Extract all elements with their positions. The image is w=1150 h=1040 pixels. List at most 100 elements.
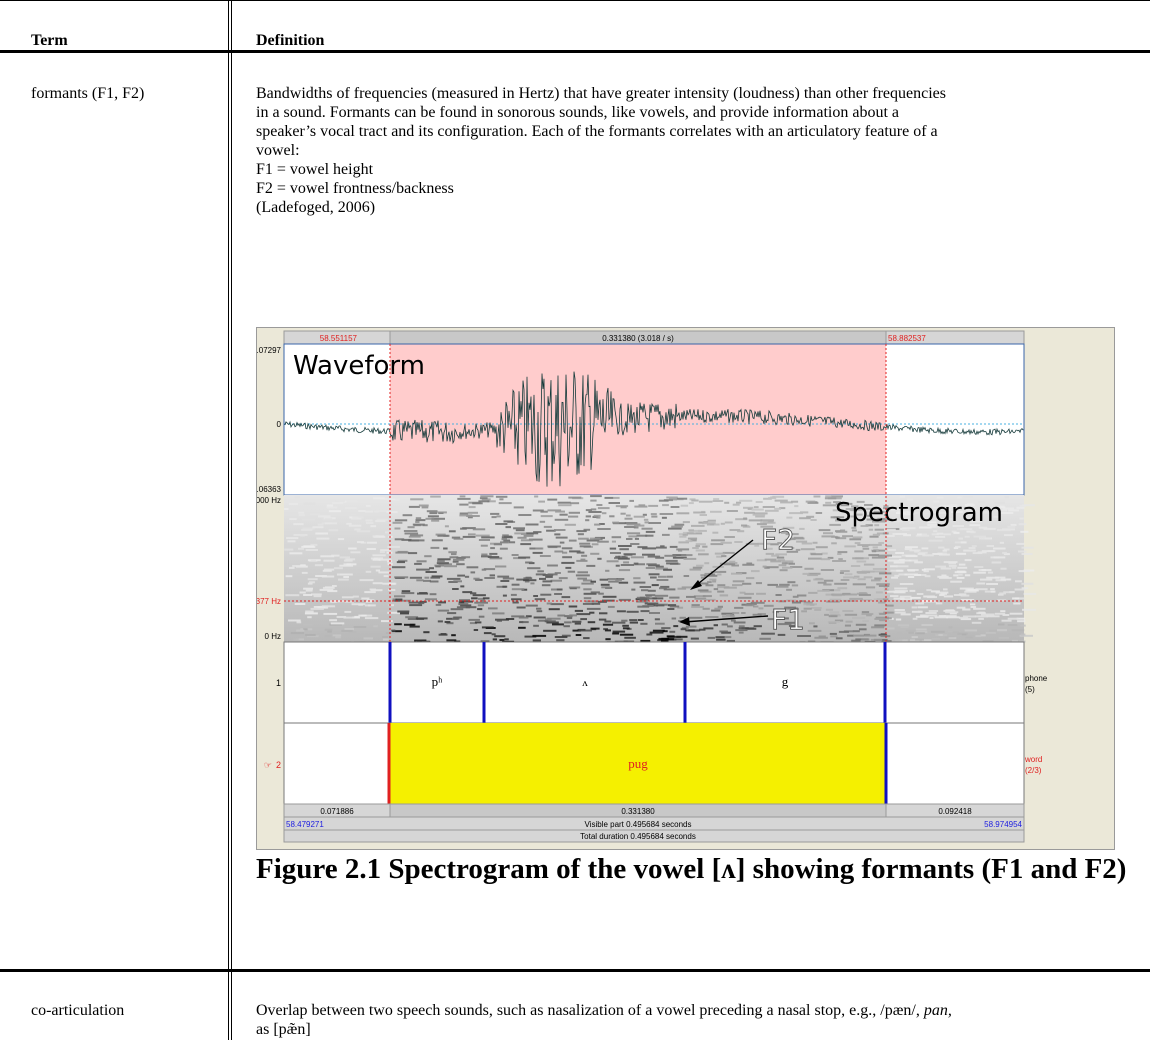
- spectrogram-cell: [852, 557, 864, 560]
- spectrogram-cell: [554, 533, 561, 536]
- total-duration-bar[interactable]: [283, 829, 1025, 843]
- spectrogram-cell: [336, 573, 348, 576]
- spectrogram-cell: [916, 533, 922, 536]
- phone-segment[interactable]: pʰ: [432, 674, 443, 689]
- spectrogram-cell: [408, 535, 421, 538]
- spectrogram-cell: [757, 613, 766, 616]
- spectrogram-cell: [883, 611, 894, 614]
- spectrogram-cell: [873, 549, 879, 551]
- spectrogram-cell: [930, 525, 937, 528]
- spectrogram-cell: [1021, 553, 1033, 555]
- spectrogram-cell: [538, 500, 545, 503]
- spectrogram-cell: [885, 604, 894, 607]
- spectrogram-cell: [999, 592, 1006, 595]
- spectrogram-cell: [679, 535, 687, 538]
- spectrogram-cell: [468, 618, 480, 621]
- spectrogram-cell: [1011, 629, 1025, 632]
- spectrogram-cell: [876, 532, 888, 535]
- spectrogram-cell: [767, 618, 774, 621]
- spectrogram-cell: [743, 506, 754, 509]
- spectrogram-cell: [591, 602, 601, 605]
- spectrogram-cell: [843, 593, 858, 596]
- word-label[interactable]: pug: [628, 756, 648, 771]
- spectrogram-cell: [953, 531, 960, 534]
- spectrogram-cell: [914, 550, 920, 553]
- spectrogram-cell: [502, 534, 509, 537]
- phone-segment[interactable]: ʌ: [582, 677, 588, 689]
- spectrogram-cell: [481, 568, 487, 571]
- word-interval-selected[interactable]: [390, 723, 886, 804]
- spectrogram-cell: [561, 596, 571, 599]
- spectrogram-cell: [1020, 624, 1026, 627]
- visible-end: 58.974954: [984, 820, 1022, 829]
- spectrogram-cell: [965, 589, 979, 592]
- spectrogram-cell: [895, 618, 902, 621]
- spectrogram-cell: [652, 597, 664, 600]
- spectrogram-cell: [859, 628, 867, 631]
- spectrogram-cell: [488, 607, 498, 610]
- spectrogram-cell: [550, 603, 564, 606]
- spectrogram-cell: [555, 510, 565, 513]
- spectrogram-cell: [905, 629, 918, 632]
- spectrogram-cell: [409, 625, 420, 628]
- spectrogram-cell: [823, 532, 833, 535]
- spectrogram-cell: [623, 561, 629, 564]
- spectrogram-cell: [459, 514, 473, 517]
- spectrogram-cell: [328, 510, 341, 513]
- spectrogram-cell: [939, 504, 953, 507]
- spectrogram-cell: [311, 593, 322, 596]
- spectrogram-cell: [840, 504, 850, 507]
- spectrogram-cell: [751, 508, 764, 511]
- spectrogram-cell: [1012, 597, 1020, 600]
- spectrogram-cell: [313, 606, 326, 608]
- spectrogram-cell: [939, 500, 948, 503]
- phone-segment[interactable]: g: [782, 674, 789, 689]
- spectrogram-cell: [735, 629, 748, 632]
- spectrogram-cell: [655, 556, 665, 559]
- spectrogram-cell: [303, 594, 312, 596]
- spectrogram-cell: [448, 530, 456, 533]
- spectrogram-cell: [974, 615, 988, 618]
- spectrogram-cell: [518, 626, 526, 629]
- waveform-y-max: 0.07297: [257, 346, 282, 355]
- spectrogram-cell: [898, 639, 908, 642]
- spectrogram-cell: [849, 597, 863, 600]
- definition-line: F2 = vowel frontness/backness: [256, 180, 454, 197]
- spectrogram-cell: [854, 575, 860, 578]
- spectrogram-cell: [943, 595, 954, 598]
- spectrogram-cell: [827, 620, 840, 623]
- spectrogram-cell: [1020, 633, 1026, 636]
- spectrogram-cell: [935, 602, 943, 605]
- spectrogram-cell: [523, 534, 534, 537]
- spectrogram-cell: [310, 607, 324, 610]
- spectrogram-cell: [341, 629, 353, 632]
- spectrogram-cell: [633, 577, 641, 580]
- spectrogram-cell: [1018, 570, 1030, 573]
- spectrogram-cell: [691, 524, 705, 527]
- spectrogram-cell: [547, 573, 558, 576]
- spectrogram-cell: [489, 557, 503, 560]
- spectrogram-cell: [827, 556, 834, 559]
- spectrogram-cell: [594, 523, 601, 526]
- spectrogram-cell: [534, 495, 539, 498]
- spectrogram-cell: [1000, 567, 1007, 570]
- spectrogram-cell: [723, 586, 737, 589]
- spectrogram-cell: [687, 537, 698, 540]
- spectrogram-cell: [952, 525, 964, 527]
- spectrogram-cell: [620, 512, 626, 515]
- spectrogram-cell: [459, 599, 470, 602]
- spectrogram-cell: [630, 543, 640, 545]
- spectrogram-cell: [782, 526, 795, 529]
- spectrogram-cell: [365, 604, 371, 607]
- spectrogram-cell: [947, 508, 957, 511]
- spectrogram-cell: [879, 572, 892, 575]
- spectrogram-cell: [324, 517, 333, 520]
- spectrogram-cell: [678, 549, 683, 552]
- spectrogram-cell: [533, 616, 546, 619]
- spectrogram-cell: [908, 559, 918, 562]
- spectrogram-cell: [969, 603, 976, 606]
- tier-phone[interactable]: [283, 641, 1025, 724]
- spectrogram-cell: [865, 586, 876, 589]
- spectrogram-cell: [381, 620, 393, 623]
- spectrogram-cell: [845, 508, 859, 510]
